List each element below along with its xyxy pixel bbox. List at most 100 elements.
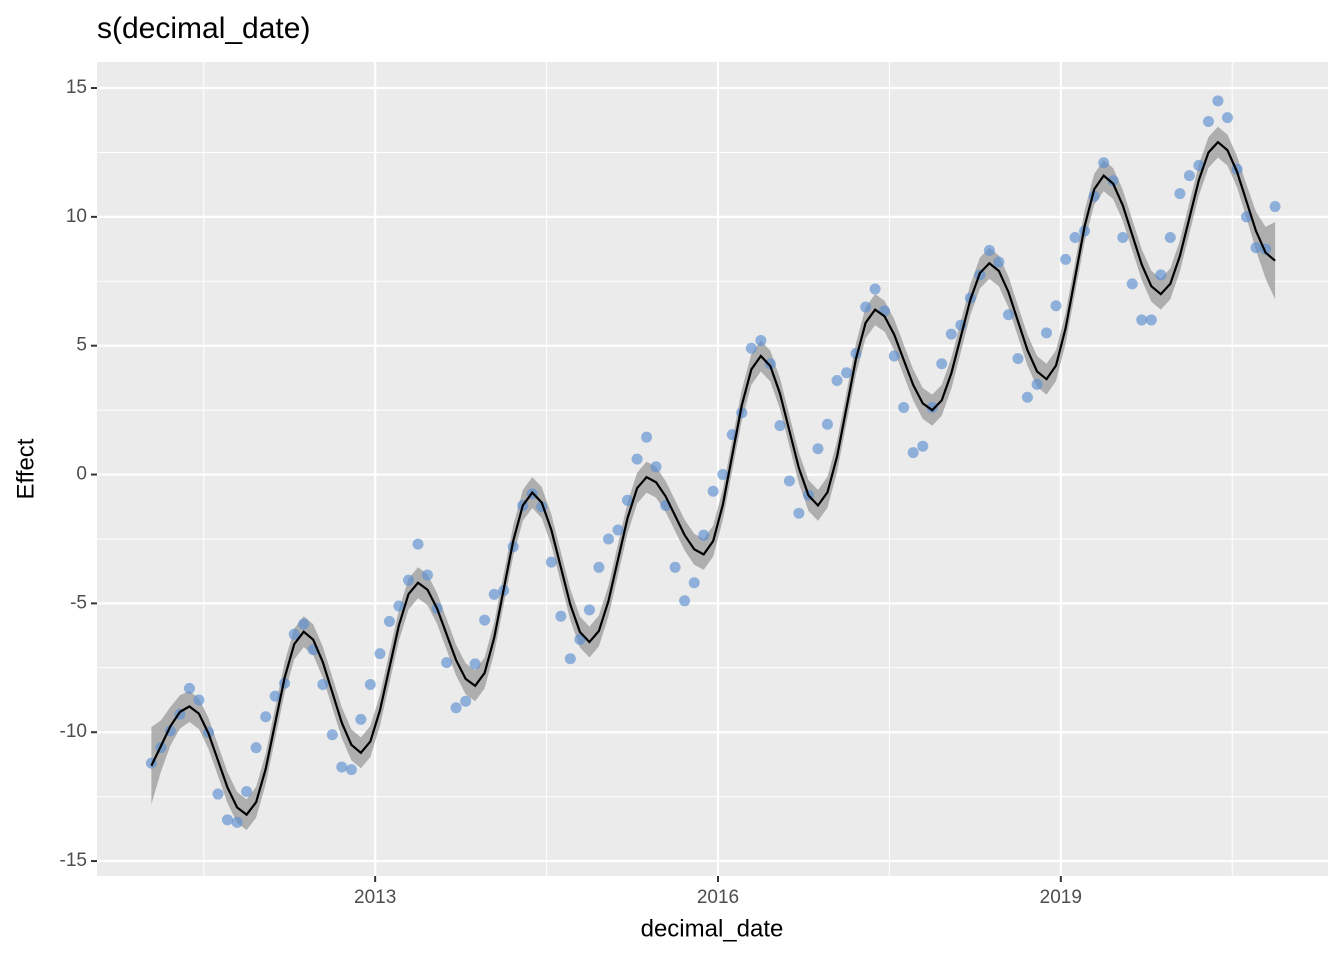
residual-point bbox=[641, 431, 653, 443]
residual-point bbox=[317, 679, 329, 691]
residual-point bbox=[574, 633, 586, 645]
residual-point bbox=[621, 494, 633, 506]
residual-point bbox=[555, 610, 567, 622]
residual-point bbox=[1050, 300, 1062, 312]
residual-point bbox=[793, 507, 805, 519]
y-axis-title: Effect bbox=[12, 438, 39, 499]
y-tick-label: 0 bbox=[76, 464, 87, 485]
residual-point bbox=[355, 713, 367, 725]
residual-point bbox=[383, 615, 395, 627]
x-tick-label: 2016 bbox=[697, 887, 739, 908]
residual-point bbox=[241, 785, 253, 797]
residual-point bbox=[707, 485, 719, 497]
residual-point bbox=[993, 256, 1005, 268]
residual-point bbox=[1164, 231, 1176, 243]
residual-point bbox=[755, 335, 767, 347]
residual-point bbox=[288, 628, 300, 640]
residual-point bbox=[326, 729, 338, 741]
residual-point bbox=[336, 761, 348, 773]
residual-point bbox=[441, 657, 453, 669]
residual-point bbox=[250, 742, 262, 754]
residual-point bbox=[1126, 278, 1138, 290]
residual-point bbox=[1174, 188, 1186, 200]
residual-point bbox=[1041, 327, 1053, 339]
residual-point bbox=[650, 461, 662, 473]
y-tick-label: 5 bbox=[76, 335, 87, 356]
residual-point bbox=[193, 694, 205, 706]
residual-point bbox=[212, 788, 224, 800]
residual-point bbox=[469, 658, 481, 670]
residual-point bbox=[831, 374, 843, 386]
residual-point bbox=[545, 556, 557, 568]
residual-point bbox=[783, 475, 795, 487]
residual-point bbox=[821, 418, 833, 430]
residual-point bbox=[688, 577, 700, 589]
residual-point bbox=[183, 682, 195, 694]
residual-point bbox=[926, 402, 938, 414]
residual-point bbox=[1269, 201, 1281, 213]
residual-point bbox=[1012, 353, 1024, 365]
residual-point bbox=[345, 764, 357, 776]
residual-point bbox=[479, 614, 491, 626]
residual-point bbox=[1002, 309, 1014, 321]
residual-point bbox=[393, 600, 405, 612]
residual-point bbox=[698, 529, 710, 541]
residual-point bbox=[1202, 116, 1214, 128]
smooth-line bbox=[150, 140, 1276, 817]
residual-point bbox=[1021, 391, 1033, 403]
residual-point bbox=[774, 420, 786, 432]
residual-point bbox=[1031, 378, 1043, 390]
residual-point bbox=[983, 244, 995, 256]
residual-point bbox=[298, 618, 310, 630]
residual-point bbox=[869, 283, 881, 295]
y-tick-label: 15 bbox=[66, 77, 87, 98]
residual-point bbox=[764, 358, 776, 370]
x-axis-title: decimal_date bbox=[641, 915, 784, 942]
y-tick-label: -10 bbox=[60, 721, 87, 742]
residual-point bbox=[717, 469, 729, 481]
residual-point bbox=[1183, 170, 1195, 182]
y-tick-label: -15 bbox=[60, 850, 87, 871]
x-tick-label: 2019 bbox=[1040, 887, 1082, 908]
residual-point bbox=[231, 816, 243, 828]
residual-point bbox=[945, 328, 957, 340]
residual-point bbox=[460, 695, 472, 707]
residual-point bbox=[1107, 175, 1119, 187]
residual-point bbox=[860, 301, 872, 313]
residual-point bbox=[1250, 242, 1262, 254]
residual-point bbox=[812, 443, 824, 455]
residual-point bbox=[1155, 269, 1167, 281]
residual-point bbox=[841, 367, 853, 379]
residual-point bbox=[1069, 231, 1081, 243]
residual-point bbox=[450, 702, 462, 714]
residual-point bbox=[1241, 211, 1253, 223]
residual-point bbox=[421, 569, 433, 581]
panel bbox=[97, 62, 1328, 876]
residual-point bbox=[583, 604, 595, 616]
x-tick-label: 2013 bbox=[354, 887, 396, 908]
residual-point bbox=[412, 538, 424, 550]
residual-point bbox=[1193, 159, 1205, 171]
residual-point bbox=[364, 679, 376, 691]
residual-point bbox=[374, 648, 386, 660]
residual-point bbox=[1145, 314, 1157, 326]
residual-point bbox=[593, 561, 605, 573]
chart-title: s(decimal_date) bbox=[97, 12, 310, 45]
residual-point bbox=[603, 533, 615, 545]
residual-point bbox=[222, 814, 234, 826]
residual-point bbox=[1212, 95, 1224, 107]
residual-point bbox=[403, 574, 415, 586]
residual-point bbox=[612, 524, 624, 536]
residual-point bbox=[1098, 157, 1110, 169]
residual-point bbox=[907, 447, 919, 459]
residual-point bbox=[679, 595, 691, 607]
residual-point bbox=[898, 402, 910, 414]
residual-point bbox=[488, 588, 500, 600]
residual-point bbox=[745, 342, 757, 354]
residual-point bbox=[1060, 253, 1072, 265]
y-tick-label: -5 bbox=[70, 592, 87, 613]
residual-point bbox=[917, 440, 929, 452]
residual-point bbox=[1221, 112, 1233, 124]
residual-point bbox=[888, 350, 900, 362]
